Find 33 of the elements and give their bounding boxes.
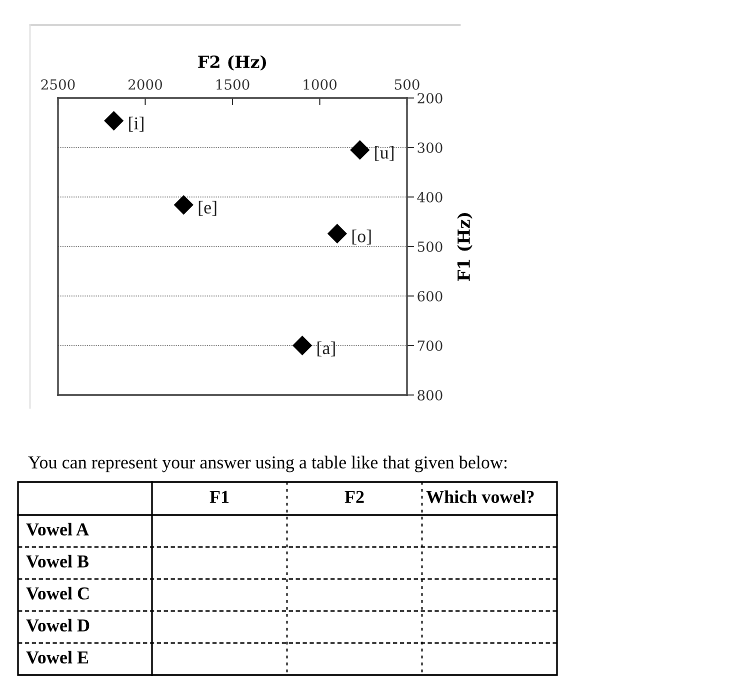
y-tick-label: 800	[418, 390, 442, 400]
y-axis-title: F1 (Hz)	[457, 212, 472, 281]
text: Vowel C	[26, 586, 89, 600]
text: Vowel B	[26, 554, 89, 568]
x-tick-label: 2500	[41, 79, 75, 90]
y-tick-label: 300	[418, 142, 442, 153]
text: You can represent your answer using a table like that given below:	[28, 456, 507, 472]
point	[328, 224, 347, 244]
y-tick-label: 500	[418, 241, 442, 252]
annotation: [u]	[375, 146, 394, 161]
point	[104, 111, 124, 130]
y-tick-label: 200	[418, 92, 442, 104]
y-tick-label: 700	[418, 340, 442, 351]
text: Vowel D	[26, 618, 90, 632]
text: Vowel E	[26, 650, 88, 664]
point	[350, 140, 370, 160]
point	[174, 195, 194, 214]
text: F2	[344, 490, 364, 503]
x-tick-label: 1000	[304, 79, 336, 90]
annotation: [i]	[129, 116, 144, 132]
y-tick-label: 600	[418, 290, 442, 302]
annotation: [o]	[352, 230, 371, 245]
text: Which vowel?	[426, 490, 534, 504]
text: Vowel A	[26, 522, 89, 536]
y-tick-label: 400	[417, 192, 442, 202]
x-axis-title: F2 (Hz)	[198, 55, 266, 70]
x-tick-label: 500	[394, 79, 420, 90]
x-tick-label: 2000	[128, 79, 162, 90]
annotation: [a]	[318, 341, 335, 356]
x-tick-label: 1500	[216, 79, 250, 90]
point	[292, 336, 312, 356]
text: F1	[210, 490, 229, 503]
annotation: [e]	[198, 200, 216, 216]
